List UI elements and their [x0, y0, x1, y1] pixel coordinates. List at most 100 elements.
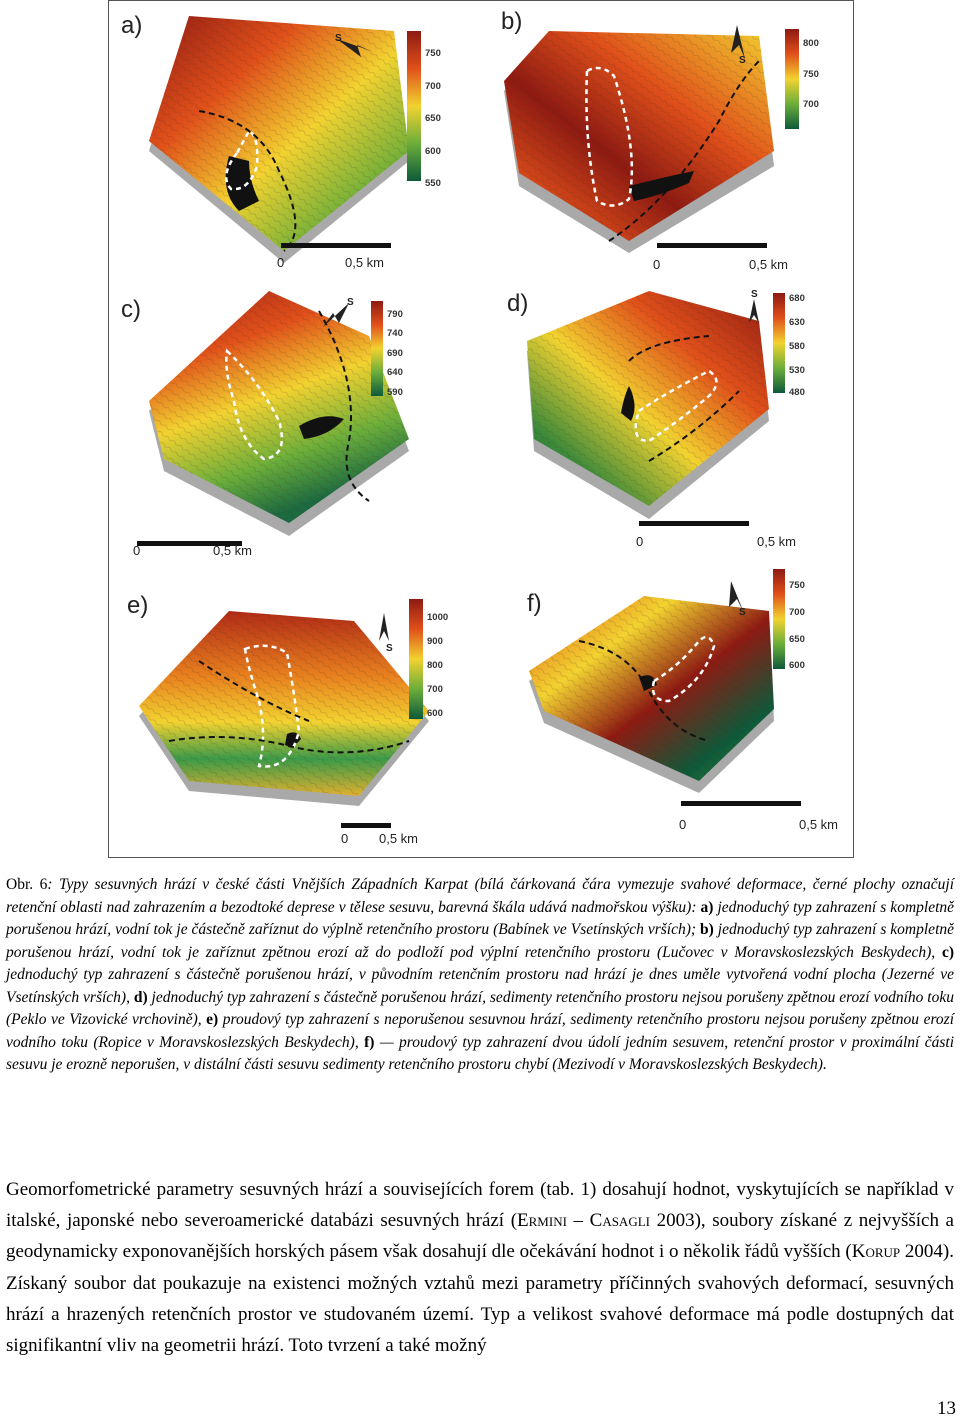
legend-tick: 650	[789, 634, 805, 645]
legend-tick: 690	[387, 348, 403, 359]
scale-label: 0	[653, 257, 660, 272]
retention-area-c	[299, 416, 344, 439]
landslide-outline-c	[225, 348, 284, 461]
svg-text:S: S	[347, 297, 354, 308]
svg-text:S: S	[386, 643, 393, 654]
legend-tick: 550	[425, 178, 441, 189]
legend-tick: 750	[803, 69, 819, 80]
caption-text: jednoduchý typ zahrazení s kompletně por…	[6, 898, 955, 939]
elevation-legend-d	[773, 293, 785, 393]
scale-label: 0	[341, 831, 348, 846]
legend-tick: 900	[427, 636, 443, 647]
caption-text: jednoduchý typ zahrazení s částečně poru…	[6, 988, 954, 1029]
legend-tick: 790	[387, 309, 403, 320]
legend-tick: 700	[427, 684, 443, 695]
panel-d-label: d)	[507, 290, 528, 317]
panel-b: b) 800 750 700 S 0 0,5 km	[501, 8, 819, 272]
caption-key: b)	[700, 921, 714, 938]
legend-tick: 640	[387, 367, 403, 378]
svg-text:S: S	[751, 289, 758, 300]
north-arrow-icon: S	[323, 297, 354, 327]
panel-c-label: c)	[121, 296, 141, 323]
body-paragraph: Geomorfometrické parametry sesuvných hrá…	[6, 1174, 954, 1361]
panel-f-label: f)	[527, 590, 542, 617]
panel-b-label: b)	[501, 8, 522, 35]
caption-text: proudový typ zahrazení s neporušenou ses…	[6, 1011, 954, 1051]
north-arrow-icon: S	[729, 581, 746, 618]
body-text-part: –	[566, 1210, 590, 1232]
legend-tick: 750	[425, 48, 441, 59]
elevation-legend-e	[409, 599, 423, 719]
north-arrow-icon: S	[749, 289, 759, 323]
landslide-outline-f	[651, 635, 716, 703]
scale-label: 0,5 km	[799, 817, 838, 832]
caption-lead: Obr. 6	[6, 876, 48, 893]
caption-key: e)	[206, 1011, 219, 1028]
figure-caption: Obr. 6: Typy sesuvných hrází v české čás…	[6, 874, 954, 1077]
scale-label: 0	[636, 534, 643, 549]
caption-text: jednoduchý typ zahrazení s částečně poru…	[6, 966, 954, 1006]
legend-tick: 650	[425, 113, 441, 124]
legend-tick: 700	[425, 81, 441, 92]
svg-text:S: S	[335, 33, 342, 44]
panel-e: e) 1000 900 800 700 600 S 0 0,5 km	[127, 592, 448, 846]
caption-key: a)	[700, 898, 714, 916]
legend-tick: 600	[789, 660, 805, 671]
author-casagli: Casagli	[589, 1210, 650, 1232]
scale-label: 0	[277, 255, 284, 270]
retention-area-d	[621, 386, 635, 421]
landslide-outline-e	[243, 644, 301, 768]
caption-text: — proudový typ zahrazení dvou údolí jedn…	[6, 1033, 954, 1074]
author-korup: Korup	[851, 1241, 901, 1263]
scale-label: 0	[679, 817, 686, 832]
scale-bar-a	[281, 243, 391, 248]
author-ermini: Ermini	[517, 1210, 567, 1232]
caption-key: d)	[133, 988, 148, 1006]
north-arrow-icon: S	[379, 613, 393, 654]
svg-text:S: S	[739, 607, 746, 618]
page-number: 13	[937, 1398, 956, 1419]
scale-label: 0,5 km	[379, 831, 418, 846]
landslide-outline-b	[585, 66, 634, 207]
panel-c: c) 790 740 690 640 590 S 0 0,5 km	[121, 291, 409, 558]
scale-bar-f	[681, 801, 801, 806]
legend-tick: 1000	[427, 612, 448, 623]
legend-tick: 630	[789, 317, 805, 328]
figure-6: a) 750 700 650 600 550 S 0 0,5 km b) 800…	[108, 0, 854, 858]
legend-tick: 750	[789, 580, 805, 591]
legend-tick: 740	[387, 328, 403, 339]
elevation-legend-f	[773, 569, 785, 669]
elevation-legend-a	[407, 31, 421, 181]
panel-f: f) 750 700 650 600 S 0 0,5 km	[527, 569, 838, 832]
caption-key: f)	[364, 1033, 375, 1051]
scale-label: 0,5 km	[757, 534, 796, 549]
retention-area-f	[639, 675, 657, 691]
elevation-legend-c	[371, 301, 383, 396]
scale-label: 0,5 km	[345, 255, 384, 270]
scale-bar-c	[137, 541, 242, 546]
scale-bar-e	[341, 823, 391, 828]
caption-text: jednoduchý typ zahrazení s kompletně por…	[6, 921, 955, 961]
legend-tick: 600	[427, 708, 443, 719]
scale-bar-b	[657, 243, 767, 248]
caption-intro: : Typy sesuvných hrází v české části Vně…	[6, 876, 955, 916]
panel-a: a) 750 700 650 600 550 S 0 0,5 km	[121, 12, 441, 270]
body-text-part: 2004). Získaný soubor dat poukazuje na e…	[6, 1241, 954, 1357]
panel-e-label: e)	[127, 592, 148, 619]
legend-tick: 600	[425, 146, 441, 157]
scale-bar-d	[639, 521, 749, 526]
landslide-outline-a	[224, 129, 259, 191]
north-arrow-icon: S	[335, 33, 371, 57]
panel-d: d) 680 630 580 530 480 S 0 0,5 km	[507, 289, 805, 549]
elevation-legend-b	[785, 29, 799, 129]
svg-text:S: S	[739, 55, 746, 66]
body-text-part: Geomorfometrické parametry sesuvných hrá…	[6, 1179, 954, 1232]
scale-label: 0,5 km	[213, 543, 252, 558]
legend-tick: 580	[789, 341, 805, 352]
scale-label: 0	[133, 543, 140, 558]
body-text-part: 2003), soubory získané z nejvyšších a ge…	[6, 1210, 954, 1263]
caption-key: c)	[941, 943, 954, 961]
legend-tick: 800	[803, 38, 819, 49]
panel-a-label: a)	[121, 12, 142, 39]
landslide-outline-d	[634, 369, 718, 443]
